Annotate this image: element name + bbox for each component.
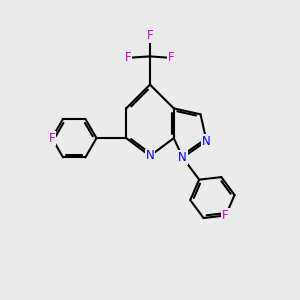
Text: N: N: [178, 151, 187, 164]
Text: N: N: [146, 149, 154, 162]
Text: F: F: [124, 51, 131, 64]
Text: N: N: [202, 135, 211, 148]
Text: F: F: [147, 29, 153, 42]
Text: F: F: [49, 132, 55, 145]
Text: F: F: [167, 51, 174, 64]
Text: F: F: [222, 209, 229, 222]
